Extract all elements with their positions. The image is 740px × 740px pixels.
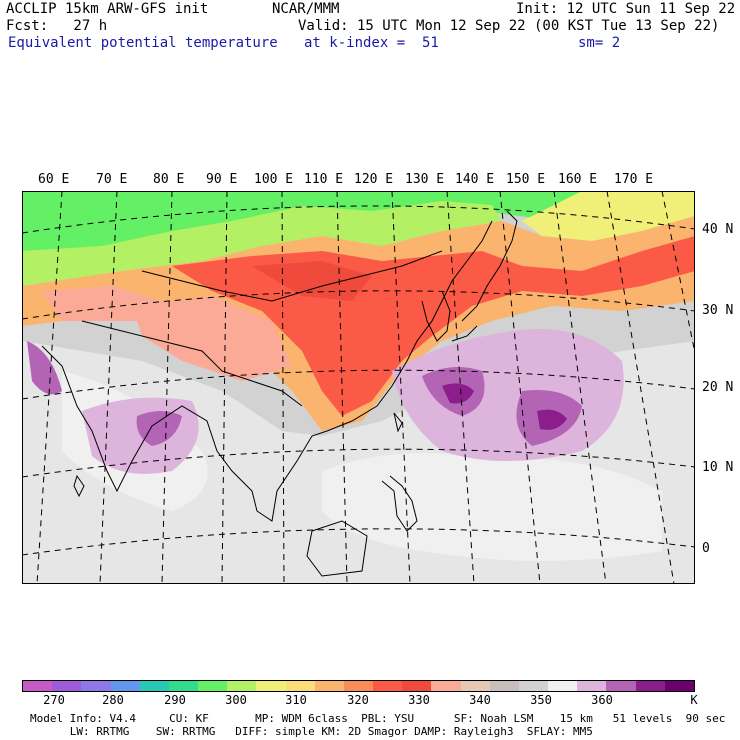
lon-label: 170 E — [614, 172, 654, 187]
lon-line — [553, 191, 607, 584]
forecast-hour: Fcst: 27 h — [6, 18, 108, 34]
warm-salmon-patch — [42, 286, 162, 321]
lon-label: 70 E — [96, 172, 128, 187]
model-info-line1: Model Info: V4.4 CU: KF MP: WDM 6class P… — [30, 712, 726, 725]
colorbar-tick: 360 — [591, 693, 613, 707]
korea-outline — [421, 290, 451, 342]
valid-time: Valid: 15 UTC Mon 12 Sep 22 (00 KST Tue … — [298, 18, 720, 34]
cold-yellow-region — [522, 191, 695, 241]
lat-label: 30 N — [702, 303, 734, 318]
colorbar-swatch — [431, 681, 461, 691]
lat-label: 40 N — [702, 222, 734, 237]
lon-label: 160 E — [558, 172, 598, 187]
colorbar-swatch — [635, 681, 665, 691]
colorbar-swatch — [343, 681, 374, 691]
theta-e-map — [22, 191, 695, 584]
tropical-white-patch — [322, 453, 662, 561]
level-index: at k-index = 51 — [304, 35, 439, 51]
colorbar-swatch — [227, 681, 257, 691]
colorbar-unit: K — [690, 693, 698, 707]
colorbar-tick: 270 — [43, 693, 65, 707]
field-name: Equivalent potential temperature — [8, 35, 278, 51]
colorbar-swatch — [314, 681, 344, 691]
colorbar-swatch — [23, 681, 53, 691]
colorbar-swatch — [110, 681, 140, 691]
colorbar-tick: 330 — [408, 693, 430, 707]
taiwan-outline — [393, 412, 403, 433]
model-info-line2: LW: RRTMG SW: RRTMG DIFF: simple KM: 2D … — [30, 725, 593, 738]
tibet-salmon-patch — [132, 296, 292, 381]
colorbar-swatch — [518, 681, 549, 691]
lon-label: 120 E — [354, 172, 394, 187]
lat-label: 0 — [702, 541, 710, 556]
colorbar-swatch — [256, 681, 286, 691]
lon-label: 100 E — [254, 172, 294, 187]
colorbar-swatch — [460, 681, 490, 691]
lat-label: 20 N — [702, 380, 734, 395]
lon-label: 80 E — [153, 172, 185, 187]
colorbar-tick: 280 — [102, 693, 124, 707]
colorbar-tick: 320 — [347, 693, 369, 707]
pacific-dark-purple-core — [537, 409, 567, 430]
lon-line — [606, 191, 675, 584]
colorbar-swatch — [664, 681, 694, 691]
colorbar-tick: 290 — [164, 693, 186, 707]
asia-coastline — [41, 220, 493, 522]
init-time: Init: 12 UTC Sun 11 Sep 22 — [516, 1, 736, 17]
colorbar-tick: 350 — [530, 693, 552, 707]
lon-label: 130 E — [405, 172, 445, 187]
cold-green-region — [22, 191, 695, 261]
lat-label: 10 N — [702, 460, 734, 475]
colorbar-swatch — [548, 681, 578, 691]
colorbar-swatch — [577, 681, 607, 691]
india-purple-core — [136, 411, 182, 446]
lon-label: 90 E — [206, 172, 238, 187]
lon-label: 150 E — [506, 172, 546, 187]
colorbar-swatch — [285, 681, 315, 691]
pacific-dark-purple-core — [442, 383, 474, 404]
lon-label: 140 E — [455, 172, 495, 187]
japan-outline — [451, 210, 518, 342]
borneo-outline — [306, 520, 368, 577]
country-borders — [81, 250, 443, 407]
colorbar-tick: 340 — [469, 693, 491, 707]
colorbar-swatch — [81, 681, 111, 691]
colorbar-tick: 300 — [225, 693, 247, 707]
smoothing-label: sm= 2 — [578, 35, 621, 51]
sri-lanka-outline — [73, 474, 85, 498]
colorbar-swatch — [489, 681, 519, 691]
organization-label: NCAR/MMM — [272, 1, 340, 17]
lon-label: 60 E — [38, 172, 70, 187]
model-title: ACCLIP 15km ARW-GFS init — [6, 1, 209, 17]
cold-yellowgreen-region — [22, 201, 502, 286]
colorbar-swatch — [168, 681, 199, 691]
lon-line — [661, 191, 695, 356]
colorbar-swatch — [402, 681, 432, 691]
arabian-sea-purple — [27, 341, 62, 395]
colorbar-swatch — [139, 681, 169, 691]
map-frame — [22, 191, 695, 584]
lon-label: 110 E — [304, 172, 344, 187]
colorbar-swatch — [606, 681, 636, 691]
colorbar-swatch — [52, 681, 82, 691]
colorbar-tick: 310 — [285, 693, 307, 707]
colorbar-swatch — [198, 681, 228, 691]
colorbar-swatch — [373, 681, 403, 691]
philippines-outline — [381, 475, 418, 532]
colorbar — [22, 680, 695, 692]
